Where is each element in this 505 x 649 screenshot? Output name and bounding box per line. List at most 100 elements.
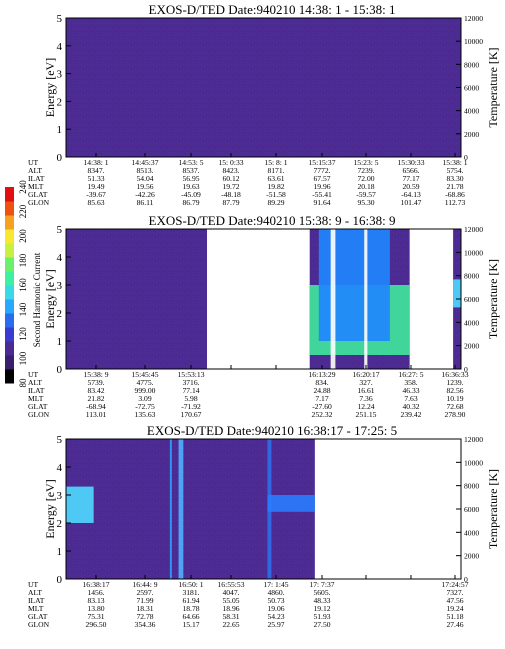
y2-tick-label: 2000 xyxy=(464,130,479,139)
info-value: 16:36:33 xyxy=(441,370,468,379)
colorbar-segment xyxy=(5,271,14,286)
info-value: 15.17 xyxy=(182,620,199,629)
info-value: 10.19 xyxy=(446,394,463,403)
y-axis-label: Energy [eV] xyxy=(43,58,57,117)
info-value: 19.82 xyxy=(267,182,284,191)
info-value: 71.99 xyxy=(136,596,153,605)
info-value: 50.73 xyxy=(267,596,284,605)
info-value: 16.61 xyxy=(357,386,374,395)
info-value: 4047. xyxy=(222,588,239,597)
y2-axis-label: Temperature [K] xyxy=(486,47,500,127)
info-value: 4860. xyxy=(267,588,284,597)
info-value: 7772. xyxy=(313,166,330,175)
info-value: 6566. xyxy=(402,166,419,175)
colorbar-tick-label: 220 xyxy=(18,204,28,218)
colorbar-tick-label: 120 xyxy=(18,327,28,341)
info-value: 25.97 xyxy=(267,620,284,629)
info-value: 14:38: 1 xyxy=(83,158,108,167)
info-value: 8537. xyxy=(182,166,199,175)
colorbar-label: Second Harmonic Current xyxy=(32,252,42,347)
info-value: 251.15 xyxy=(356,410,377,419)
y-tick-label: 0 xyxy=(57,364,63,376)
y2-tick-label: 2000 xyxy=(464,342,479,351)
info-value: 2597. xyxy=(136,588,153,597)
flux-region xyxy=(66,486,94,523)
info-value: 48.33 xyxy=(313,596,330,605)
y-tick-label: 2 xyxy=(57,96,63,108)
info-value: 83.13 xyxy=(87,596,104,605)
y-tick-label: 5 xyxy=(57,13,63,25)
info-value: 5739. xyxy=(87,378,104,387)
colorbar-segment xyxy=(5,369,14,384)
info-value: -64.13 xyxy=(401,190,421,199)
info-row-label: GLAT xyxy=(28,190,48,199)
y2-tick-label: 0 xyxy=(464,365,468,374)
info-value: 12.24 xyxy=(357,402,374,411)
info-value: 21.78 xyxy=(446,182,463,191)
y2-tick-label: 10000 xyxy=(464,37,483,46)
info-value: 8347. xyxy=(87,166,104,175)
info-value: 7239. xyxy=(357,166,374,175)
info-value: 3716. xyxy=(182,378,199,387)
y2-tick-label: 10000 xyxy=(464,248,483,257)
y2-tick-label: 12000 xyxy=(464,435,483,444)
info-value: 67.57 xyxy=(313,174,330,183)
info-value: 19.56 xyxy=(136,182,153,191)
colorbar-tick-label: 160 xyxy=(18,278,28,292)
y-tick-label: 3 xyxy=(57,280,63,292)
y2-tick-label: 4000 xyxy=(464,318,479,327)
info-value: 27.50 xyxy=(313,620,330,629)
info-value: 15:38: 1 xyxy=(442,158,467,167)
info-value: 20.18 xyxy=(357,182,374,191)
info-value: 17:24:57 xyxy=(441,580,468,589)
info-value: 47.56 xyxy=(446,596,463,605)
y2-tick-label: 0 xyxy=(464,153,468,162)
panel-title: EXOS-D/TED Date:940210 14:38: 1 - 15:38:… xyxy=(149,2,396,17)
info-value: 15: 8: 1 xyxy=(264,158,287,167)
info-value: -55.41 xyxy=(312,190,332,199)
info-value: 19.72 xyxy=(222,182,239,191)
y2-tick-label: 8000 xyxy=(464,60,479,69)
info-value: 19.49 xyxy=(87,182,104,191)
info-value: 19.12 xyxy=(313,604,330,613)
info-value: 56.95 xyxy=(182,174,199,183)
info-value: 60.12 xyxy=(222,174,239,183)
info-value: 16:38:17 xyxy=(82,580,109,589)
info-value: 15:53:13 xyxy=(177,370,204,379)
info-value: -42.26 xyxy=(135,190,155,199)
info-value: 1239. xyxy=(446,378,463,387)
colorbar-tick-label: 80 xyxy=(18,378,28,388)
info-value: 999.00 xyxy=(135,386,156,395)
info-value: 19.63 xyxy=(182,182,199,191)
spectrogram-background xyxy=(66,18,461,157)
info-value: 77.14 xyxy=(182,386,199,395)
info-row-label: ILAT xyxy=(28,174,45,183)
colorbar-segment xyxy=(5,229,14,244)
info-value: 13.80 xyxy=(87,604,104,613)
info-value: -68.94 xyxy=(86,402,106,411)
info-value: 354.36 xyxy=(135,620,156,629)
info-value: 72.68 xyxy=(446,402,463,411)
info-value: 77.17 xyxy=(402,174,419,183)
y2-tick-label: 2000 xyxy=(464,552,479,561)
info-row-label: GLON xyxy=(28,198,50,207)
colorbar-ticks: 80 100 120 140 160 180 200 220 240 xyxy=(18,180,28,388)
info-value: 358. xyxy=(404,378,417,387)
y-tick-label: 5 xyxy=(57,224,63,236)
info-value: 72.78 xyxy=(136,612,153,621)
info-value: 51.93 xyxy=(313,612,330,621)
y2-tick-label: 6000 xyxy=(464,505,479,514)
colorbar-tick-label: 180 xyxy=(18,253,28,267)
info-value: 327. xyxy=(359,378,372,387)
info-value: 86.79 xyxy=(182,198,199,207)
info-value: -45.09 xyxy=(181,190,201,199)
info-row-label: UT xyxy=(28,158,38,167)
info-value: 54.04 xyxy=(136,174,153,183)
info-value: 55.05 xyxy=(222,596,239,605)
info-value: 83.42 xyxy=(87,386,104,395)
panel-title: EXOS-D/TED Date:940210 16:38:17 - 17:25:… xyxy=(147,423,397,438)
y2-tick-label: 4000 xyxy=(464,107,479,116)
info-value: 17: 7:37 xyxy=(309,580,334,589)
y2-tick-label: 4000 xyxy=(464,528,479,537)
